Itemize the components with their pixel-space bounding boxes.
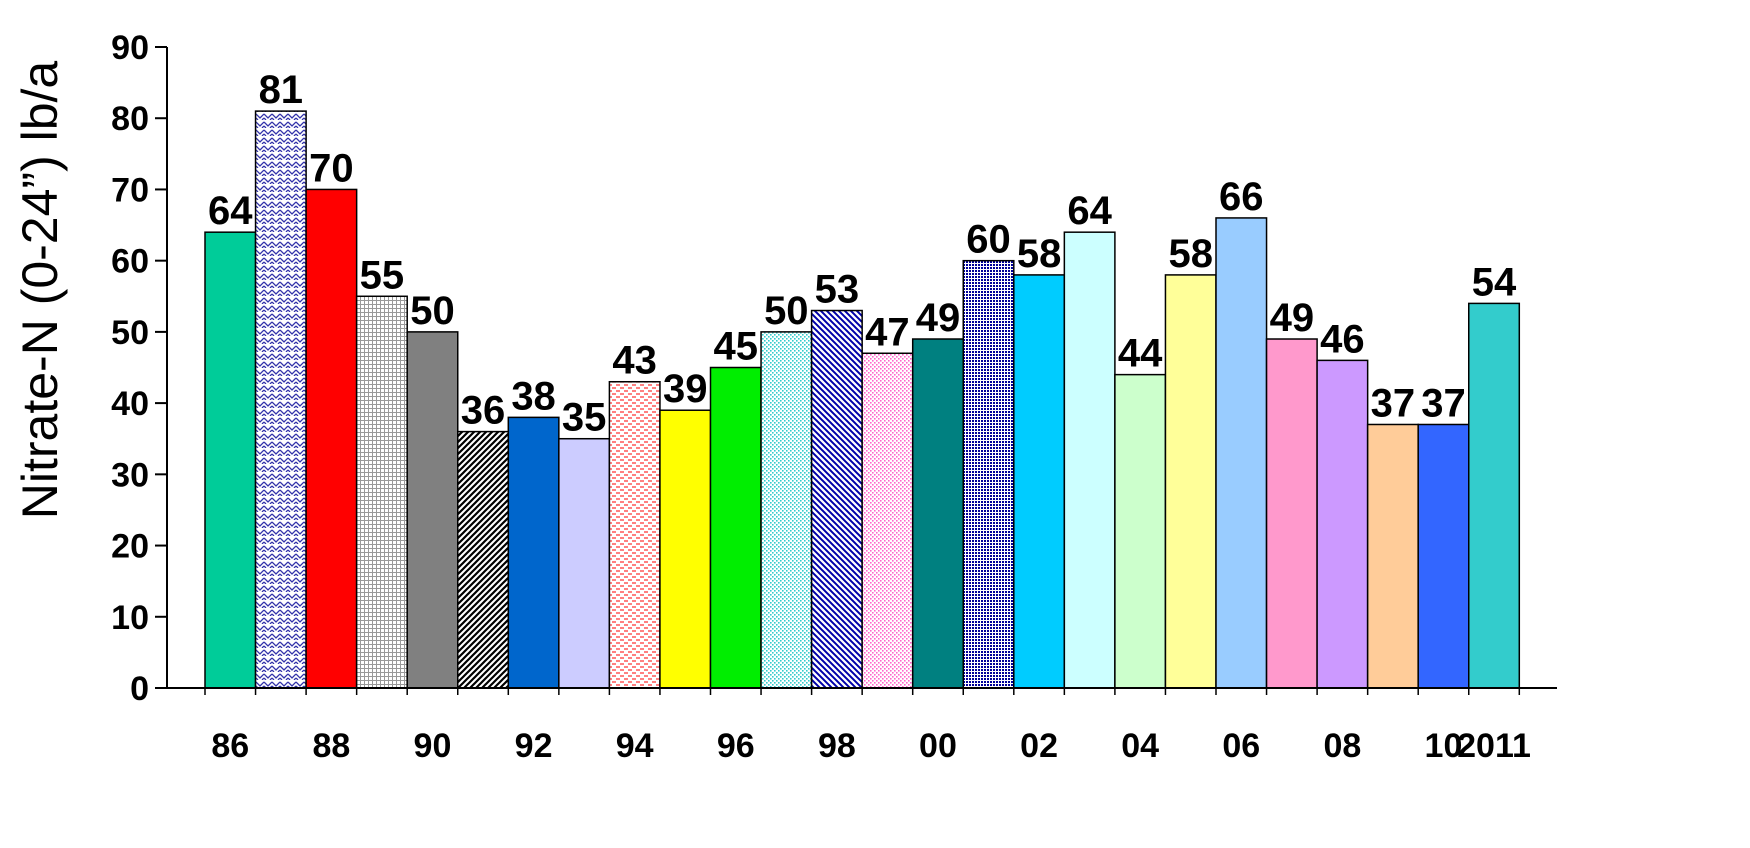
data-label-2011: 54 [1472, 260, 1517, 304]
bar-03 [1063, 231, 1116, 689]
x-tick-label-06: 06 [1222, 727, 1260, 765]
bar-90 [406, 331, 459, 689]
data-label-94: 43 [612, 339, 657, 383]
bar-89 [355, 295, 408, 689]
data-label-04: 44 [1118, 332, 1163, 376]
bar-05 [1164, 274, 1217, 689]
bar-88 [305, 188, 358, 689]
bar-86 [204, 231, 257, 689]
bar-06 [1215, 217, 1268, 689]
data-label-08: 46 [1320, 317, 1365, 361]
bar-96 [709, 366, 762, 689]
bar-87 [254, 110, 307, 689]
y-tick-label-10: 10 [111, 599, 149, 637]
y-tick-label-80: 80 [111, 100, 149, 138]
bar-02 [1013, 274, 1066, 689]
x-tick-label-88: 88 [312, 727, 350, 765]
data-label-97: 50 [764, 289, 809, 333]
bar-00 [911, 338, 965, 689]
data-label-07: 49 [1270, 296, 1315, 340]
bar-01 [962, 259, 1015, 689]
bar-2011 [1468, 302, 1521, 689]
data-label-87: 81 [259, 68, 304, 112]
data-label-96: 45 [714, 325, 759, 369]
x-tick-label-92: 92 [515, 727, 553, 765]
bar-91 [457, 430, 510, 689]
axes-group: 0 10 20 30 40 50 60 70 80 90 86 88 90 92 94 96 98 00 02 04 0… [111, 29, 1557, 765]
data-label-95: 39 [663, 367, 708, 411]
data-label-99: 47 [865, 310, 910, 354]
bar-10 [1417, 423, 1470, 689]
y-tick-label-20: 20 [111, 528, 149, 566]
y-tick-label-50: 50 [111, 314, 149, 352]
x-tick-label-02: 02 [1020, 727, 1058, 765]
bar-98 [810, 309, 863, 689]
bar-95 [659, 409, 712, 689]
x-tick-label-08: 08 [1323, 727, 1361, 765]
data-label-98: 53 [815, 268, 860, 312]
x-tick-label-94: 94 [616, 727, 654, 765]
data-label-91: 36 [461, 389, 506, 433]
data-label-90: 50 [410, 289, 455, 333]
x-tick-label-98: 98 [818, 727, 856, 765]
y-tick-label-0: 0 [130, 670, 149, 708]
x-tick-label-00: 00 [919, 727, 957, 765]
x-tick-label-86: 86 [211, 727, 249, 765]
y-tick-label-90: 90 [111, 29, 149, 67]
bars-group [204, 110, 1521, 689]
bar-92 [507, 416, 560, 689]
data-label-01: 60 [966, 218, 1011, 262]
data-label-10: 37 [1421, 381, 1466, 425]
data-label-05: 58 [1168, 232, 1213, 276]
x-tick-label-90: 90 [414, 727, 452, 765]
bar-99 [861, 352, 914, 689]
data-label-00: 49 [916, 296, 961, 340]
data-label-89: 55 [360, 253, 405, 297]
x-tick-label-2011: 2011 [1457, 727, 1531, 765]
y-tick-label-60: 60 [111, 243, 149, 281]
bar-93 [558, 437, 611, 689]
y-tick-label-40: 40 [111, 385, 149, 423]
x-tick-label-10: 10 [1425, 727, 1463, 765]
bar-94 [608, 380, 661, 689]
bar-97 [760, 331, 813, 689]
y-axis-title: Nitrate-N (0-24”) lb/a [12, 61, 68, 520]
bar-09 [1366, 423, 1419, 689]
data-label-93: 35 [562, 396, 607, 440]
y-tick-label-70: 70 [111, 171, 149, 209]
data-label-86: 64 [208, 189, 253, 233]
data-label-03: 64 [1067, 189, 1112, 233]
x-tick-label-04: 04 [1121, 727, 1159, 765]
y-tick-label-30: 30 [111, 456, 149, 494]
bar-07 [1265, 338, 1318, 689]
x-tick-label-96: 96 [717, 727, 755, 765]
data-label-88: 70 [309, 146, 354, 190]
bar-04 [1114, 373, 1167, 689]
bar-08 [1316, 359, 1369, 689]
data-label-09: 37 [1371, 381, 1416, 425]
data-label-02: 58 [1017, 232, 1062, 276]
data-label-06: 66 [1219, 175, 1264, 219]
data-label-92: 38 [511, 374, 556, 418]
